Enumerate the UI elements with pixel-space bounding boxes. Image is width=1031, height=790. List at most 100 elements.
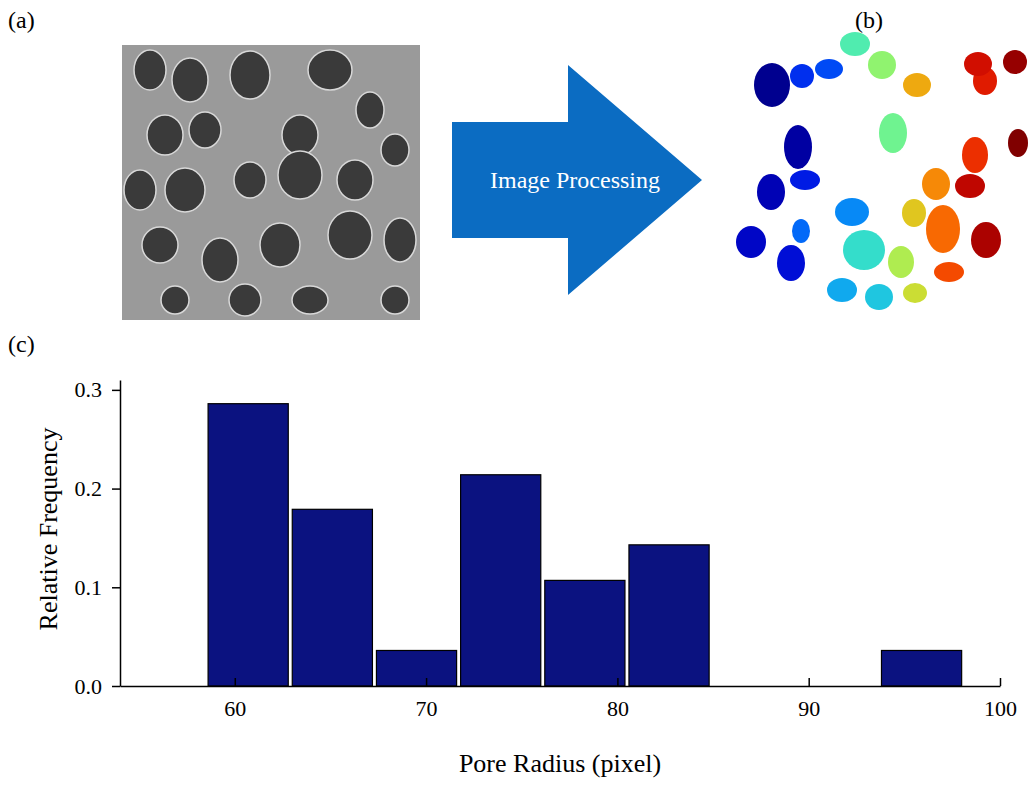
segmented-pore (840, 32, 870, 56)
bars (208, 404, 962, 686)
bar (545, 580, 625, 686)
segmented-pore (934, 262, 964, 282)
y-tick-label: 0.2 (75, 476, 103, 501)
segmented-pore (879, 113, 907, 153)
micrograph-pore (124, 170, 156, 210)
x-axis-line (121, 686, 1001, 688)
micrograph-pore (165, 168, 205, 212)
x-axis: 60 70 80 90 100 (121, 678, 1018, 721)
segmented-pore (964, 52, 992, 76)
micrograph-pore (161, 286, 189, 314)
micrograph-pore (230, 51, 270, 99)
y-axis: 0.0 0.1 0.2 0.3 (75, 377, 121, 698)
segmented-pore (955, 174, 985, 198)
segmented-pore (903, 283, 927, 303)
segmented-pore (736, 226, 766, 258)
segmented-pore (888, 246, 914, 278)
x-tick: 100 (984, 678, 1017, 721)
micrograph-pore (134, 50, 166, 90)
micrograph-pore (282, 115, 318, 155)
arrow-label: Image Processing (490, 167, 660, 193)
segmented-pore (784, 125, 812, 169)
x-tick: 80 (607, 678, 629, 721)
micrograph-pore (189, 112, 221, 148)
x-tick-label: 100 (984, 696, 1017, 721)
segmented-pore (971, 222, 1001, 258)
micrograph-pore (292, 286, 328, 314)
figure: (a)(b)(c)Image Processing607080901000.00… (0, 0, 1031, 790)
segmented-pore (777, 245, 805, 281)
micrograph-pore (384, 218, 416, 262)
segmentation (736, 32, 1028, 310)
panel-label: (c) (8, 331, 35, 357)
micrograph-pore (172, 58, 208, 102)
panel-label: (a) (8, 7, 35, 33)
bar (376, 650, 456, 686)
segmented-pore (962, 137, 988, 173)
micrograph-pore (229, 284, 261, 316)
y-tick: 0.2 (75, 476, 121, 501)
micrograph-pore (147, 115, 183, 155)
arrow (452, 65, 702, 295)
micrograph-pore (202, 238, 238, 282)
segmented-pore (790, 170, 820, 190)
micrograph-pore (142, 227, 178, 263)
micrograph-pore (337, 160, 373, 200)
micrograph-pore (328, 211, 372, 259)
x-tick-mark (1000, 678, 1002, 686)
y-tick: 0.1 (75, 575, 121, 600)
segmented-pore (827, 278, 857, 302)
micrograph-pore (381, 134, 409, 166)
y-tick-mark (112, 488, 120, 490)
y-tick-label: 0.3 (75, 377, 103, 402)
y-tick: 0.3 (75, 377, 121, 402)
micrograph-pore (234, 162, 266, 198)
x-tick-label: 70 (416, 696, 438, 721)
x-tick: 90 (798, 678, 820, 721)
micrograph-pore (278, 151, 322, 199)
x-tick-label: 90 (798, 696, 820, 721)
y-tick-label: 0.1 (75, 575, 103, 600)
segmented-pore (790, 64, 814, 88)
segmented-pore (903, 73, 931, 97)
x-tick-label: 60 (224, 696, 246, 721)
x-tick-mark (426, 678, 428, 686)
y-tick-mark (112, 587, 120, 589)
segmented-pore (757, 174, 785, 210)
segmented-pore (902, 199, 926, 227)
bar (881, 650, 961, 686)
y-tick-mark (112, 390, 120, 392)
x-tick-mark (808, 678, 810, 686)
x-tick: 70 (416, 678, 438, 721)
segmented-pore (922, 168, 950, 200)
micrograph (122, 45, 420, 320)
segmented-pore (815, 59, 843, 79)
segmented-pore (865, 284, 893, 310)
segmented-pore (792, 219, 810, 243)
y-axis-title: Relative Frequency (34, 428, 63, 631)
segmented-pore (868, 51, 896, 79)
micrograph-pore (356, 92, 384, 128)
bar (461, 475, 541, 686)
segmented-pore (1003, 50, 1027, 74)
y-tick-label: 0.0 (75, 674, 103, 699)
micrograph-pore (381, 286, 409, 314)
segmented-pore (926, 205, 960, 253)
x-tick-mark (617, 678, 619, 686)
panel-label: (b) (855, 7, 883, 33)
segmented-pore (835, 198, 869, 226)
x-axis-title: Pore Radius (pixel) (459, 749, 661, 778)
micrograph-pore (260, 223, 300, 267)
y-tick: 0.0 (75, 674, 121, 699)
micrograph-pore (308, 50, 352, 90)
bar (629, 545, 709, 686)
segmented-pore (1008, 129, 1028, 157)
x-tick-mark (235, 678, 237, 686)
y-axis-line (120, 381, 122, 687)
micrograph-ground (122, 45, 420, 320)
y-tick-mark (112, 686, 120, 688)
segmented-pore (754, 63, 790, 107)
segmented-pore (843, 230, 885, 270)
x-tick-label: 80 (607, 696, 629, 721)
bar (292, 509, 372, 686)
